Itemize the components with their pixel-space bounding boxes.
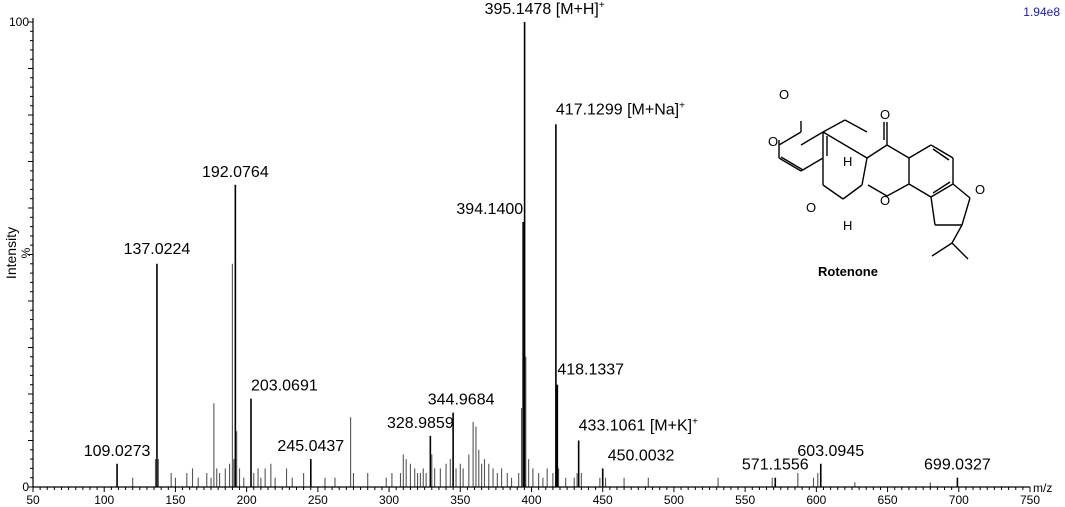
atom-label-4: O [880, 107, 890, 122]
x-tick-label-14: 750 [1020, 493, 1040, 507]
peak-label-0: 109.0273 [84, 443, 151, 460]
rotenone-structure: O O O O O O H H Rotenone [768, 87, 985, 279]
intensity-scale: 1.94e8 [1023, 5, 1060, 19]
peak-label-10: 418.1337 [557, 362, 624, 379]
x-tick-label-10: 550 [735, 493, 755, 507]
peak-labels: 109.0273 137.0224 192.0764 203.0691 245.0437… [84, 0, 991, 474]
x-tick-label-0: 50 [26, 493, 40, 507]
minor-peaks [132, 263, 931, 487]
peak-label-2: 192.0764 [202, 164, 269, 181]
atom-label-2: O [768, 134, 778, 149]
x-tick-label-12: 650 [878, 493, 898, 507]
peak-label-3: 203.0691 [251, 378, 318, 395]
peak-label-11: 433.1061 [M+K]+ [579, 417, 698, 435]
structure-bonds [778, 119, 971, 260]
atom-label-1: O [779, 87, 789, 102]
y-tick-label-0: 0 [22, 480, 29, 494]
y-axis-title: Intensity [3, 227, 19, 279]
y-axis-unit: % [19, 247, 33, 258]
atom-label-8: H [843, 218, 852, 233]
peak-label-9: 417.1299 [M+Na]+ [556, 100, 685, 118]
peak-label-8: 395.1478 [M+H]+ [485, 0, 605, 18]
atom-label-5: O [880, 193, 890, 208]
atom-label-6: O [975, 182, 985, 197]
x-tick-label-13: 700 [949, 493, 969, 507]
x-tick-label-5: 300 [379, 493, 399, 507]
y-tick-label-1: 100 [9, 15, 29, 29]
peak-label-14: 603.0945 [797, 443, 864, 460]
peak-label-1: 137.0224 [124, 241, 191, 258]
ticks: 50 100 150 200 250 300 350 400 450 500 550 600 650 70… [9, 15, 1040, 507]
x-tick-label-2: 150 [165, 493, 185, 507]
x-tick-label-3: 200 [237, 493, 257, 507]
peak-label-15: 699.0327 [924, 457, 991, 474]
peak-label-7: 394.1400 [456, 201, 523, 218]
compound-name: Rotenone [818, 264, 878, 279]
x-tick-label-1: 100 [94, 493, 114, 507]
x-tick-label-9: 500 [664, 493, 684, 507]
x-tick-label-7: 400 [521, 493, 541, 507]
labeled-peaks [116, 22, 959, 487]
peak-label-4: 245.0437 [277, 438, 344, 455]
x-axis-unit: m/z [1033, 481, 1052, 495]
atom-label-3: O [806, 200, 816, 215]
peak-label-5: 328.9859 [387, 415, 454, 432]
peak-label-12: 450.0032 [608, 447, 675, 464]
x-tick-label-8: 450 [593, 493, 613, 507]
peak-label-6: 344.9684 [428, 392, 495, 409]
x-tick-label-4: 250 [308, 493, 328, 507]
x-tick-label-11: 600 [806, 493, 826, 507]
x-tick-label-6: 350 [450, 493, 470, 507]
peak-label-13: 571.1556 [742, 457, 809, 474]
atom-label-7: H [843, 154, 852, 169]
